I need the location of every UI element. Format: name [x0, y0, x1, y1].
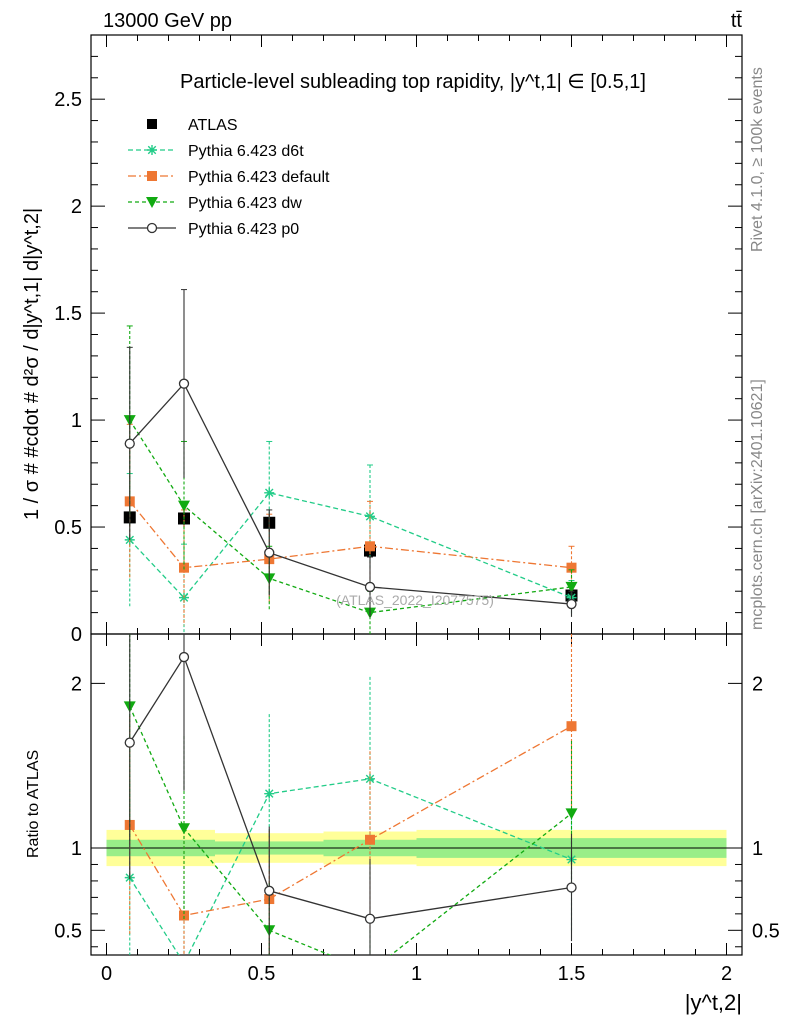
series-point-p0: [566, 598, 577, 610]
process-label: tt̄: [731, 10, 743, 32]
series-point-default: [365, 541, 375, 552]
legend-marker-d6t: [147, 145, 157, 155]
x-tick-label: 0.5: [248, 963, 276, 985]
legend-marker-dw: [146, 197, 158, 208]
series-point-d6t: [365, 511, 375, 522]
analysis-watermark: (ATLAS_2022_I2077575): [336, 592, 494, 608]
ratio-point-p0: [264, 885, 275, 896]
legend-label-dw: Pythia 6.423 dw: [188, 195, 302, 212]
x-tick-label: 2: [721, 963, 732, 985]
ratio-point-default: [566, 721, 577, 732]
chart-title: Particle-level subleading top rapidity, …: [180, 71, 646, 93]
legend-marker-default: [147, 171, 157, 181]
ratio-point-default: [365, 834, 375, 845]
ratio-line-p0: [129, 655, 572, 920]
ratio-point-p0: [178, 651, 190, 663]
y-tick-label: 1: [71, 410, 82, 432]
y-tick-label: 1.5: [54, 303, 82, 325]
x-tick-label: 0: [101, 963, 112, 985]
series-point-dw: [178, 500, 190, 512]
series-point-p0: [264, 547, 275, 558]
series-line-d6t: [129, 492, 572, 599]
series-layer: [123, 289, 578, 977]
ratio-point-d6t: [179, 958, 189, 968]
mcplots-label: mcplots.cern.ch [arXiv:2401.10621]: [749, 379, 766, 630]
ratio-point-p0: [566, 882, 577, 893]
y-tick-label: 2: [71, 196, 82, 218]
ratio-point-default: [179, 910, 189, 921]
ratio-point-dw: [565, 808, 578, 820]
series-point-p0: [364, 581, 376, 593]
series-line-p0: [129, 382, 572, 605]
main-series-group: [123, 289, 578, 634]
tick-labels: 0 0.5 1 1.5 2 0 0.5 1 1.5 2 2.5 0.5 0.5 1 1 2 2: [54, 89, 780, 985]
x-tick-label: 1.5: [558, 963, 586, 985]
ratio-line-d6t: [129, 778, 572, 955]
y-axis-label: 1 / σ # #cdot # d²σ / d|y^t,1| d|y^t,2|: [21, 208, 43, 520]
ratio-point-dw: [178, 823, 190, 835]
ratio-y-tick-label-right: 2: [752, 673, 763, 695]
ratio-y-tick-label: 0.5: [54, 920, 82, 942]
series-point-d6t: [264, 487, 275, 498]
series-point-p0: [178, 378, 190, 389]
axes: [90, 34, 743, 956]
x-axis-label: |y^t,2|: [685, 990, 742, 1015]
ratio-y-tick-label-right: 1: [752, 838, 763, 860]
ratio-line-default: [129, 725, 572, 917]
energy-label: 13000 GeV pp: [103, 10, 232, 32]
y-tick-label: 0: [71, 624, 82, 646]
legend-label-d6t: Pythia 6.423 d6t: [188, 143, 304, 160]
series-point-default: [566, 562, 577, 573]
y-tick-label: 0.5: [54, 517, 82, 539]
ratio-uncertainty-bands: [91, 829, 742, 867]
legend-label-default: Pythia 6.423 default: [188, 169, 330, 186]
legend-label-p0: Pythia 6.423 p0: [188, 221, 299, 238]
ratio-y-tick-label-right: 0.5: [752, 920, 780, 942]
ratio-point-p0: [364, 913, 376, 924]
ratio-y-tick-label: 2: [71, 673, 82, 695]
series-point-p0: [124, 438, 135, 449]
series-point-dw: [565, 581, 578, 593]
ratio-y-tick-label: 1: [71, 838, 82, 860]
ratio-point-p0: [124, 737, 135, 748]
x-tick-label: 1: [411, 963, 422, 985]
ratio-panel-frame: [90, 633, 743, 956]
rivet-version-label: Rivet 4.1.0, ≥ 100k events: [749, 67, 766, 252]
y-tick-label: 2.5: [54, 89, 82, 111]
ratio-y-axis-label: Ratio to ATLAS: [25, 750, 42, 858]
legend-marker-atlas: [147, 119, 157, 129]
ratio-point-d6t: [264, 788, 275, 799]
legend: ATLAS Pythia 6.423 d6t Pythia 6.423 defaul…: [128, 117, 330, 238]
legend-label-atlas: ATLAS: [188, 117, 238, 134]
ratio-point-dw: [364, 966, 376, 977]
legend-marker-p0: [146, 222, 158, 234]
ratio-series-group: [123, 634, 578, 977]
